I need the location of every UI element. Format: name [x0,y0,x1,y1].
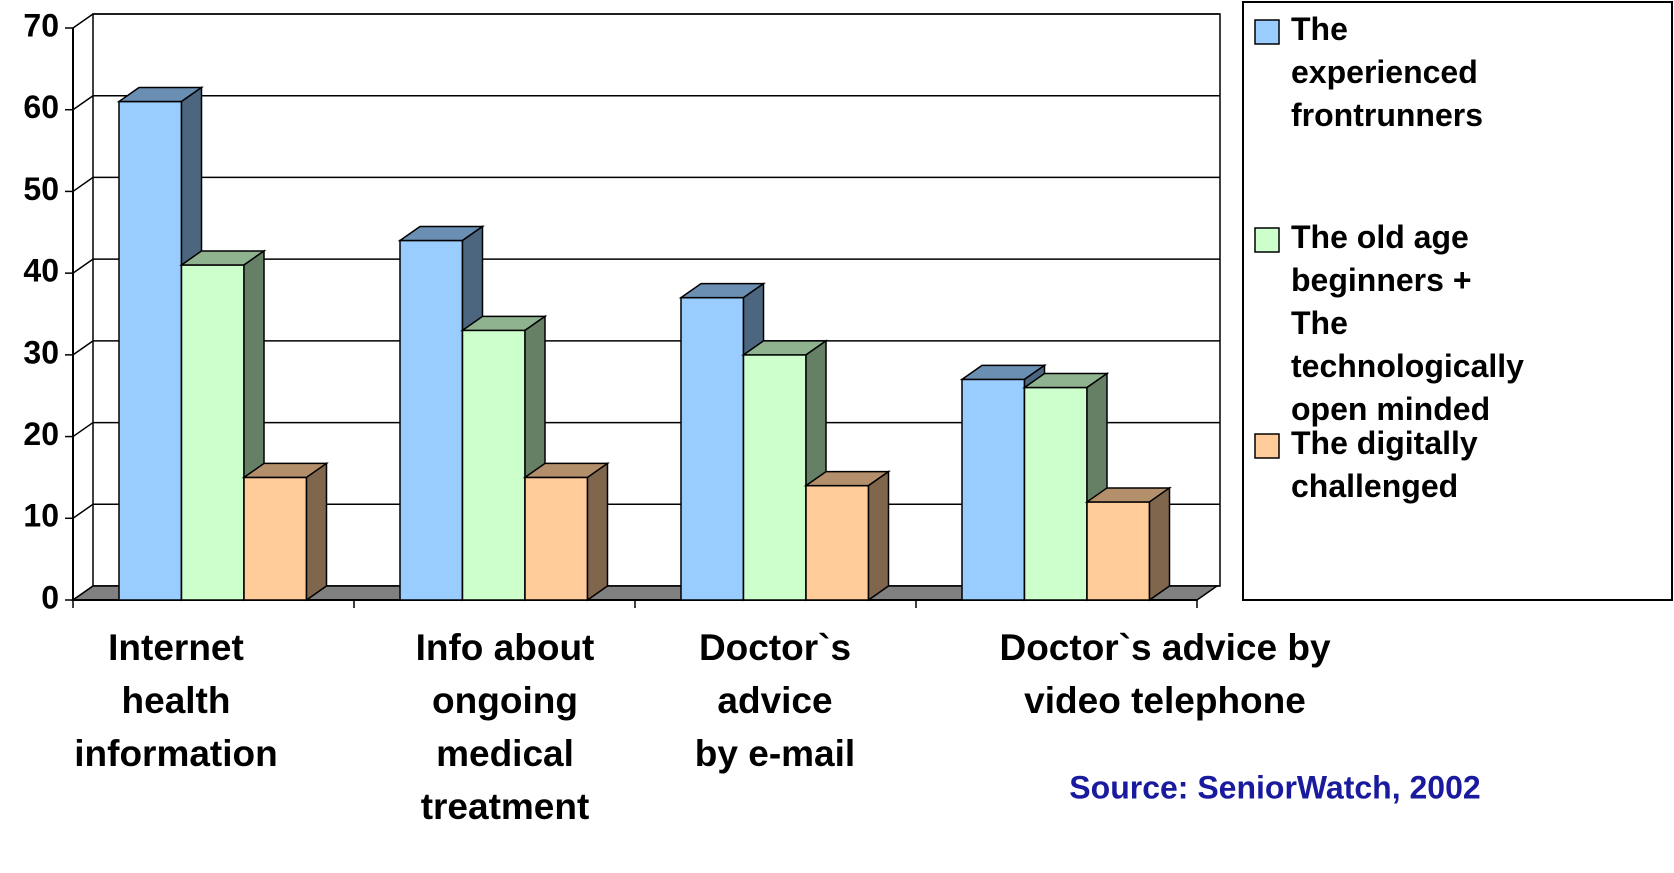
bar-front [1023,386,1088,601]
bar-front [461,329,526,601]
y-tick-label: 30 [23,334,59,370]
legend-swatch [1254,19,1280,45]
y-tick-label: 0 [41,579,59,615]
bar-front [118,100,183,601]
x-tick-label: Doctor`s advice by e-mail [695,627,855,774]
y-tick-label: 10 [23,498,59,534]
x-tick-label: Internet health information [74,627,277,774]
y-tick-label: 70 [23,7,59,43]
bar-front [1086,501,1151,601]
bar-front [399,239,464,601]
grid-line [72,421,1220,438]
legend-label: The experienced frontrunners [1291,11,1483,133]
bar-front [742,354,807,601]
bar-front [524,476,589,601]
y-tick-label: 40 [23,253,59,289]
x-tick-label: Doctor`s advice by video telephone [999,627,1330,721]
grid-line [72,258,1220,274]
legend-swatch [1254,433,1280,459]
y-tick-label: 20 [23,416,59,452]
bar-side [305,461,328,602]
legend-label: The old age beginners + The technologically… [1291,219,1524,427]
grid-line [72,94,1220,111]
legend-label: The digitally challenged [1291,425,1478,504]
bar-front [805,484,870,601]
grid-line [72,13,1220,29]
bar-front [243,476,308,601]
y-tick-label: 50 [23,171,59,207]
bar-side [867,470,890,602]
source: Source: SeniorWatch, 2002 [1069,769,1480,805]
legend-swatch [1254,227,1280,253]
bar-front [180,264,245,601]
y-tick-label: 60 [23,89,59,125]
x-tick-label: Info about ongoing medical treatment [416,627,595,827]
bar-side [1148,486,1171,602]
bar-side [586,461,609,602]
legend-box [1242,1,1673,601]
grid-line [72,340,1220,356]
grid-line [72,176,1220,193]
bar-front [961,378,1026,601]
bar-front [680,296,745,601]
